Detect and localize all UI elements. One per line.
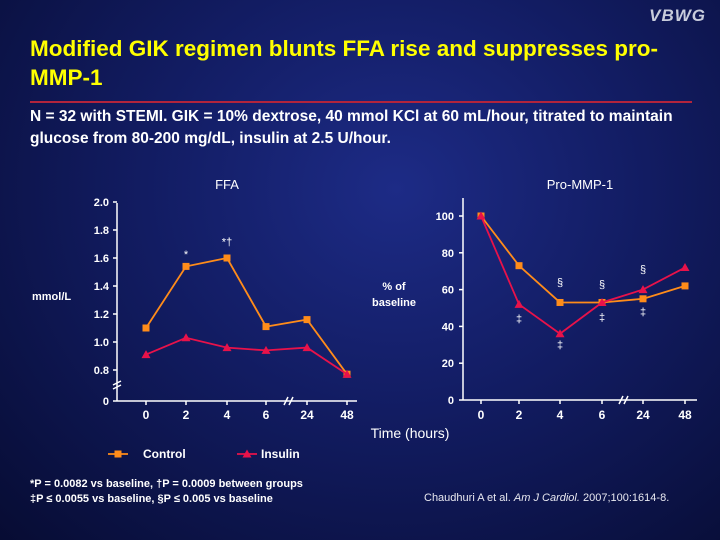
ffa-y-tick-label: 0: [103, 396, 109, 408]
legend-marker-control: [114, 450, 122, 458]
mmp-annotation: ‡: [516, 314, 522, 326]
mmp-series-line-control: [480, 215, 686, 304]
mmp-y-tick-label: 100: [436, 211, 454, 223]
ffa-x-tick-label: 24: [300, 408, 314, 422]
ffa-y-tick-label: 1.2: [94, 309, 109, 321]
ffa-annotation: *†: [222, 236, 232, 248]
ffa-point-insulin: [342, 369, 352, 378]
mmp-annotation: ‡: [640, 306, 646, 318]
mmp-point-control: [681, 282, 689, 290]
slide-subtitle: N = 32 with STEMI. GIK = 10% dextrose, 4…: [30, 108, 673, 147]
ffa-x-tick-label: 2: [183, 408, 190, 422]
ffa-point-control: [182, 262, 190, 270]
ffa-y-tick-label: 1.6: [94, 253, 109, 265]
mmp-x-tick-label: 0: [478, 408, 485, 422]
citation-details: 2007;100:1614-8.: [583, 492, 670, 504]
ffa-series-line-insulin: [145, 336, 348, 375]
ffa-annotation: *: [184, 249, 189, 261]
mmp-annotation: §: [599, 279, 605, 291]
mmp-y-tick-label: 80: [442, 248, 454, 260]
ffa-point-insulin: [222, 343, 232, 352]
mmp-annotation: §: [557, 277, 563, 289]
ffa-point-insulin: [181, 333, 191, 342]
legend-label-control: Control: [143, 447, 186, 461]
mmp-annotation: ‡: [599, 312, 605, 324]
ffa-y-tick-label: 1.4: [94, 281, 110, 293]
mmp-y-tick-label: 0: [448, 395, 454, 407]
mmp-series-line-insulin: [480, 215, 686, 335]
citation-journal: Am J Cardiol.: [513, 492, 580, 504]
mmp-point-insulin: [680, 263, 690, 272]
x-axis-label: Time (hours): [371, 425, 450, 441]
ffa-point-control: [303, 316, 311, 324]
mmp-y-axis-label-line2: baseline: [372, 297, 416, 309]
ffa-point-insulin: [141, 350, 151, 359]
slide-title: Modified GIK regimen blunts FFA rise and…: [30, 36, 659, 90]
mmp-x-tick-label: 6: [599, 408, 606, 422]
ffa-y-tick-label: 1.8: [94, 225, 109, 237]
ffa-x-tick-label: 48: [340, 408, 354, 422]
mmp-point-insulin: [555, 329, 565, 338]
ffa-point-insulin: [302, 343, 312, 352]
ffa-point-control: [223, 254, 231, 262]
footnote-line-2: ‡P ≤ 0.0055 vs baseline, §P ≤ 0.005 vs b…: [30, 493, 273, 505]
mmp-y-tick-label: 20: [442, 358, 454, 370]
ffa-x-tick-label: 4: [224, 408, 231, 422]
mmp-x-tick-label: 4: [557, 408, 564, 422]
ffa-x-axis-break: [283, 396, 294, 406]
ffa-point-control: [142, 324, 150, 332]
ffa-y-axis-break: [112, 380, 122, 390]
legend-marker-insulin: [242, 449, 252, 458]
ffa-y-axis-label: mmol/L: [32, 291, 71, 303]
ffa-series-line-control: [145, 256, 348, 375]
ffa-y-tick-label: 1.0: [94, 337, 109, 349]
ffa-y-tick-label: 0.8: [94, 365, 109, 377]
ffa-y-tick-label: 2.0: [94, 197, 109, 209]
mmp-y-tick-label: 40: [442, 321, 454, 333]
mmp-point-control: [556, 298, 564, 306]
ffa-x-tick-label: 6: [263, 408, 270, 422]
footnotes: *P = 0.0082 vs baseline, †P = 0.0009 bet…: [30, 477, 303, 507]
footnote-line-1: *P = 0.0082 vs baseline, †P = 0.0009 bet…: [30, 478, 303, 490]
ffa-point-insulin: [261, 345, 271, 354]
vbwg-logo: VBWG: [649, 6, 706, 25]
mmp-chart-title: Pro-MMP-1: [547, 177, 613, 192]
mmp-x-axis-break: [618, 395, 629, 405]
mmp-point-control: [515, 262, 523, 270]
ffa-point-control: [262, 323, 270, 331]
title-divider: [30, 101, 692, 103]
mmp-x-tick-label: 48: [678, 408, 692, 422]
mmp-annotation: ‡: [557, 339, 563, 351]
mmp-x-tick-label: 2: [516, 408, 523, 422]
mmp-point-control: [639, 295, 647, 303]
legend-label-insulin: Insulin: [261, 447, 300, 461]
ffa-x-tick-label: 0: [143, 408, 150, 422]
mmp-y-axis-label-line1: % of: [382, 281, 406, 293]
mmp-point-insulin: [597, 297, 607, 306]
mmp-x-tick-label: 24: [636, 408, 650, 422]
mmp-point-insulin: [514, 299, 524, 308]
citation: Chaudhuri A et al. Am J Cardiol. 2007;10…: [424, 492, 669, 504]
ffa-chart-title: FFA: [215, 177, 239, 192]
mmp-point-insulin: [476, 211, 486, 220]
citation-authors: Chaudhuri A et al.: [424, 492, 511, 504]
mmp-annotation: §: [640, 264, 646, 276]
mmp-y-tick-label: 60: [442, 285, 454, 297]
mmp-point-insulin: [638, 285, 648, 294]
